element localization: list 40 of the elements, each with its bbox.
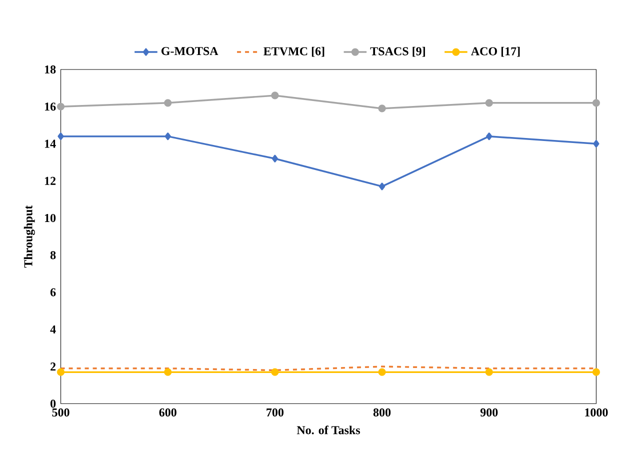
- point: [56, 368, 65, 376]
- y-tick-label: 12: [45, 176, 56, 185]
- point: [592, 98, 600, 107]
- point: [486, 132, 492, 140]
- point: [164, 98, 172, 107]
- legend-label: ETVMC [6]: [264, 46, 324, 57]
- point: [378, 104, 386, 112]
- y-tick-label: 0: [50, 399, 56, 408]
- point: [58, 132, 64, 140]
- x-tick-label: 800: [373, 408, 391, 416]
- y-tick-label: 4: [50, 325, 56, 334]
- x-tick-label: 900: [480, 408, 498, 416]
- point: [271, 368, 279, 376]
- x-tick-label: 1000: [585, 408, 608, 416]
- y-tick-label: 2: [50, 362, 56, 370]
- x-tick-label: 700: [266, 408, 284, 416]
- x-tick-label: 500: [52, 408, 70, 416]
- point: [272, 154, 278, 162]
- y-tick-label: 6: [50, 288, 56, 296]
- point: [164, 132, 171, 140]
- y-tick-label: 16: [45, 102, 56, 111]
- legend-label: G-MOTSA: [161, 46, 218, 56]
- x-tick-label: 600: [159, 408, 176, 416]
- x-axis-title: No. of Tasks: [296, 426, 360, 434]
- y-axis-title: Throughput: [24, 205, 35, 268]
- point: [164, 368, 172, 376]
- point: [378, 368, 386, 376]
- legend-label: ACO [17]: [471, 46, 520, 57]
- point: [592, 368, 600, 376]
- point: [378, 182, 386, 190]
- y-tick-label: 8: [50, 250, 56, 260]
- point: [271, 92, 279, 100]
- legend-label: TSACS [9]: [370, 46, 425, 57]
- y-tick-label: 10: [45, 214, 56, 222]
- point: [485, 368, 493, 376]
- point: [593, 140, 600, 148]
- y-tick-label: 14: [45, 140, 56, 148]
- y-tick-label: 18: [45, 65, 56, 74]
- point: [485, 98, 493, 107]
- point: [56, 102, 65, 110]
